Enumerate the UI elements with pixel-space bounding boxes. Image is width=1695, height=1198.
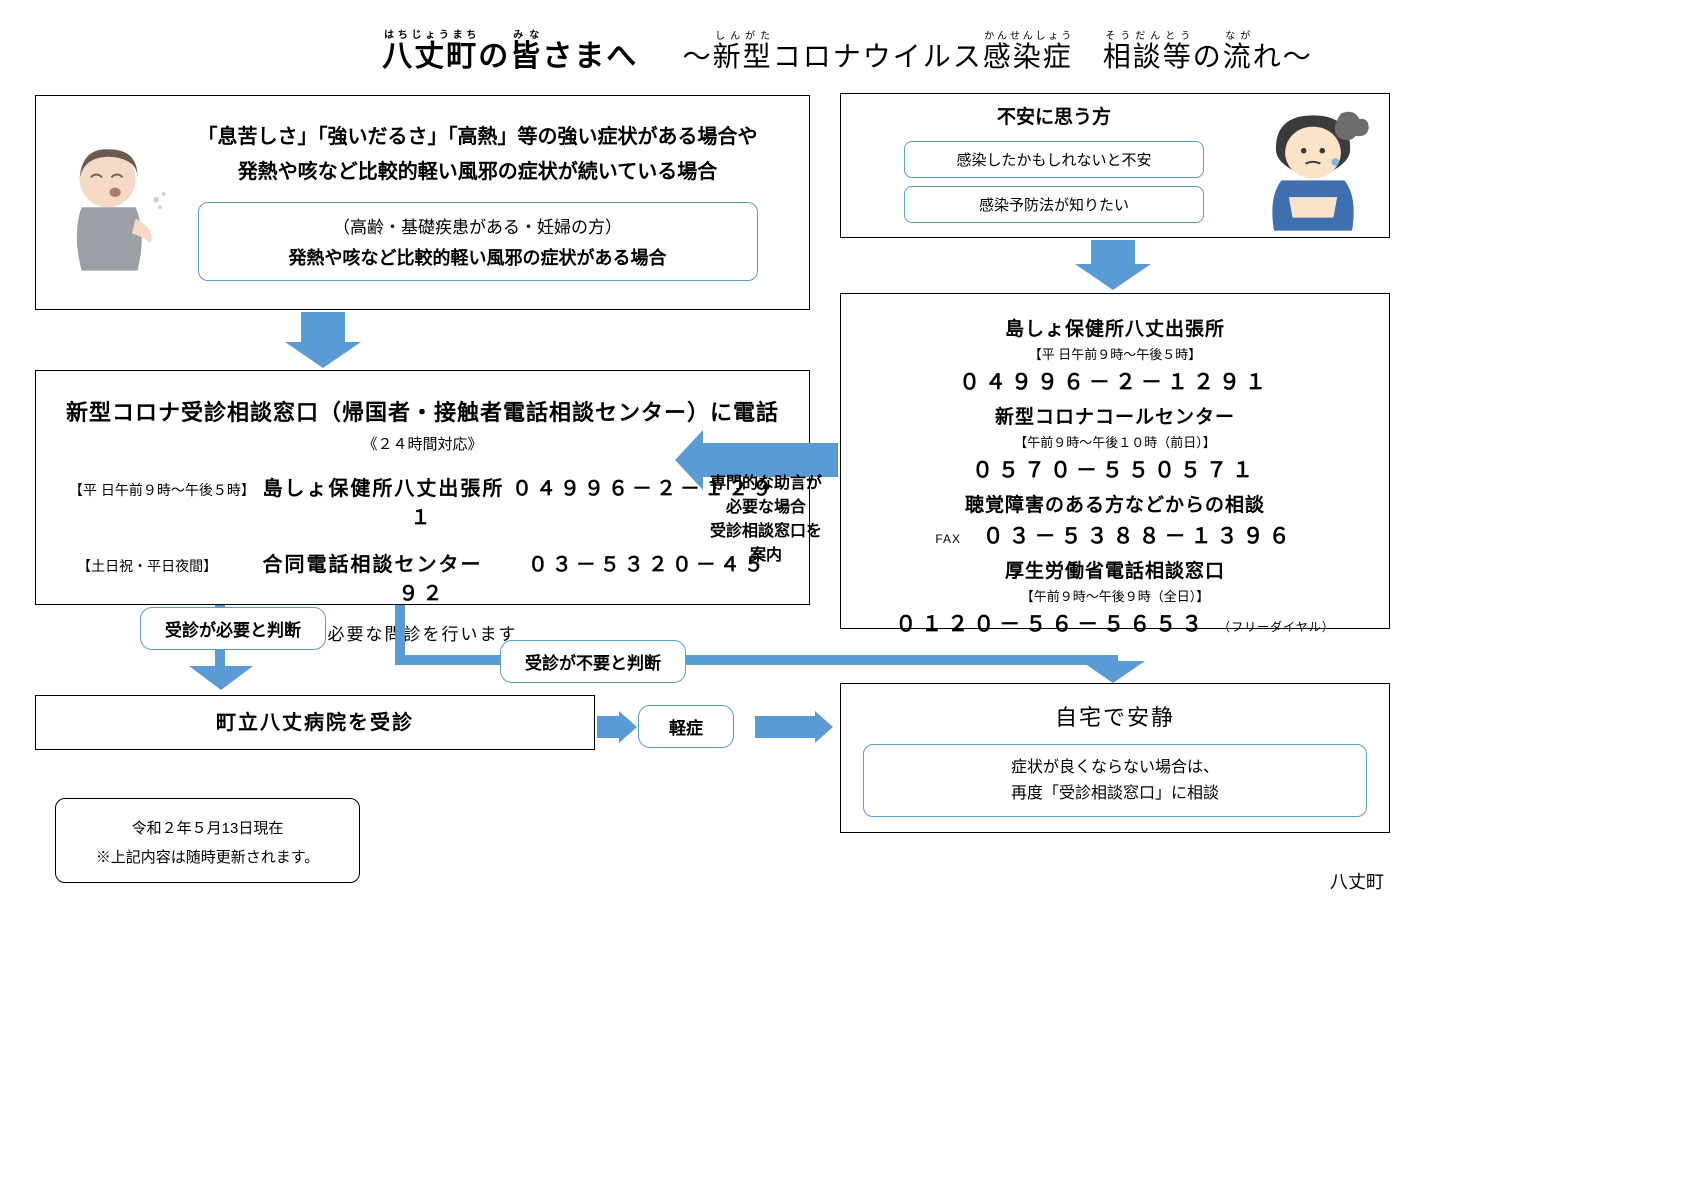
- symptoms-inner-l2: 発熱や咳など比較的軽い風邪の症状がある場合: [213, 244, 743, 270]
- symptoms-inner-box: （高齢・基礎疾患がある・妊婦の方） 発熱や咳など比較的軽い風邪の症状がある場合: [198, 202, 758, 281]
- symptoms-line2: 発熱や咳など比較的軽い風邪の症状が続いている場合: [176, 155, 779, 184]
- anxiety-option-2: 感染予防法が知りたい: [904, 186, 1204, 223]
- hotline1-tel: ０４９９６－２－１２９１: [867, 366, 1363, 396]
- footer-town: 八丈町: [1330, 868, 1384, 894]
- date-line1: 令和２年５月13日現在: [66, 815, 349, 844]
- arrow-hotline-to-consult: 専門的な助言が 必要な場合 受診相談窓口を 案内: [675, 430, 838, 490]
- title-row: 八丈町はちじょうまちの皆みなさまへ ～新型しんがたコロナウイルス感染症かんせんし…: [0, 30, 1695, 75]
- arrow-anxiety-to-hotlines: [1075, 240, 1151, 290]
- hotline4-name: 厚生労働省電話相談窓口: [867, 556, 1363, 583]
- anxiety-option-1: 感染したかもしれないと不安: [904, 141, 1204, 178]
- hotline-box: 島しょ保健所八丈出張所 【平 日午前９時～午後５時】 ０４９９６－２－１２９１ …: [840, 293, 1390, 629]
- connector-unneeded-v1: [395, 605, 405, 660]
- hospital-box: 町立八丈病院を受診: [35, 695, 595, 750]
- hotline2-name: 新型コロナコールセンター: [867, 402, 1363, 429]
- title-main: 八丈町はちじょうまちの皆みなさまへ: [382, 30, 638, 75]
- symptoms-inner-l1: （高齢・基礎疾患がある・妊婦の方）: [213, 213, 743, 238]
- consult-row-1: 【平 日午前９時～午後５時】 島しょ保健所八丈出張所 ０４９９６－２－１２９１: [66, 472, 779, 530]
- pill-needed: 受診が必要と判断: [140, 607, 326, 650]
- consult-hours: 《２４時間対応》: [66, 433, 779, 454]
- arrow-symptoms-to-consult: [285, 312, 361, 368]
- symptoms-line1: 「息苦しさ」「強いだるさ」「高熱」等の強い症状がある場合や: [176, 120, 779, 149]
- hotline1-name: 島しょ保健所八丈出張所: [867, 314, 1363, 341]
- arrow-unneeded-down: [1081, 661, 1145, 683]
- arrow-hospital-to-mild: [597, 711, 637, 743]
- date-line2: ※上記内容は随時更新されます。: [66, 844, 349, 873]
- date-note-box: 令和２年５月13日現在 ※上記内容は随時更新されます。: [55, 798, 360, 883]
- pill-mild: 軽症: [638, 705, 734, 748]
- hotline4-tel: ０１２０－５６－５６５３ （フリーダイヤル）: [867, 608, 1363, 638]
- arrow-mild-to-home: [755, 711, 833, 743]
- hotline4-hours: 【午前９時～午後９時（全日）】: [867, 586, 1363, 605]
- hotline3-name: 聴覚障害のある方などからの相談: [867, 490, 1363, 517]
- consult-heading: 新型コロナ受診相談窓口（帰国者・接触者電話相談センター）に電話: [66, 395, 779, 427]
- arrow-needed-down: [183, 666, 259, 690]
- title-sub: ～新型しんがたコロナウイルス感染症かんせんしょう 相談等そうだんとうの流ながれ～: [683, 31, 1313, 75]
- cough-person-illustration: [52, 140, 167, 280]
- hotline3-tel: FAX ０３－５３８８－１３９６: [867, 520, 1363, 550]
- hotline2-hours: 【午前９時～午後１０時（前日）】: [867, 432, 1363, 451]
- hotline1-hours: 【平 日午前９時～午後５時】: [867, 344, 1363, 363]
- hotline2-tel: ０５７０－５５０５７１: [867, 454, 1363, 484]
- home-heading: 自宅で安静: [863, 700, 1367, 732]
- home-box: 自宅で安静 症状が良くならない場合は、 再度「受診相談窓口」に相談: [840, 683, 1390, 833]
- worried-person-illustration: [1248, 108, 1378, 238]
- consult-row-2: 【土日祝・平日夜間】 合同電話相談センター ０３－５３２０－４５９２: [66, 548, 779, 606]
- arrow-hotline-caption: 専門的な助言が 必要な場合 受診相談窓口を 案内: [691, 472, 841, 568]
- anxiety-heading: 不安に思う方: [869, 102, 1239, 129]
- pill-unneeded: 受診が不要と判断: [500, 640, 686, 683]
- home-inner-note: 症状が良くならない場合は、 再度「受診相談窓口」に相談: [863, 744, 1367, 817]
